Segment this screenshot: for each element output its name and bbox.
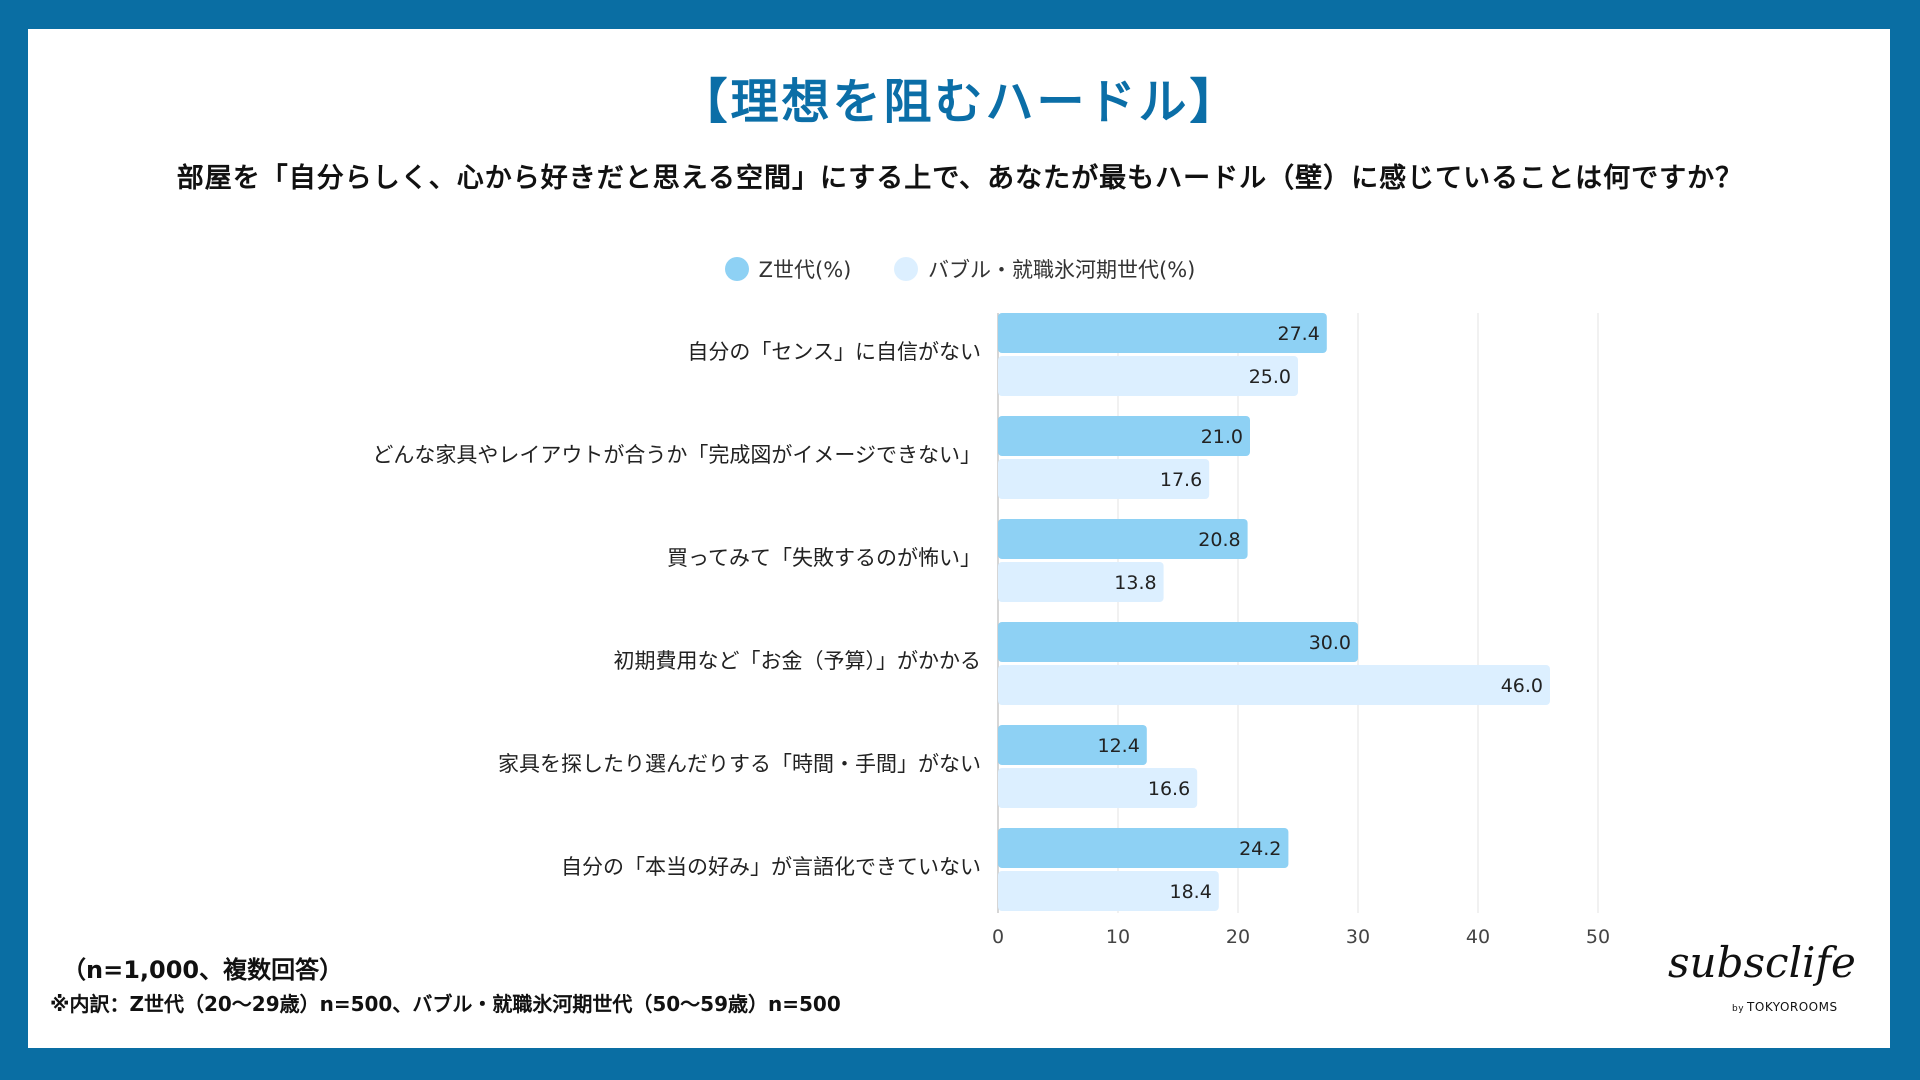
category-label: 家具を探したり選んだりする「時間・手間」がない	[498, 752, 981, 776]
x-tick-label: 30	[1346, 926, 1370, 948]
category-label: 初期費用など「お金（予算）」がかかる	[614, 649, 982, 673]
legend-item-z: Z世代(%)	[724, 254, 852, 284]
bar-bubble	[998, 459, 1210, 499]
sample-note: （n=1,000、複数回答）	[62, 956, 344, 984]
category-label: 自分の「センス」に自信がない	[687, 340, 981, 364]
legend-item-bubble: バブル・就職氷河期世代(%)	[894, 254, 1195, 284]
data-label-bubble: 16.6	[1148, 778, 1190, 800]
logo-company: TOKYOROOMS	[1747, 1000, 1838, 1014]
category-label: どんな家具やレイアウトが合うか「完成図がイメージできない」	[372, 443, 981, 467]
bar-z	[998, 313, 1327, 353]
data-label-z: 20.8	[1198, 529, 1240, 551]
data-label-z: 24.2	[1239, 838, 1281, 860]
legend-label-bubble: バブル・就職氷河期世代(%)	[928, 258, 1196, 282]
bar-z	[998, 725, 1147, 765]
breakdown-note: ※内訳：Z世代（20〜29歳）n=500、バブル・就職氷河期世代（50〜59歳）…	[50, 992, 841, 1016]
data-label-z: 21.0	[1201, 426, 1243, 448]
bar-z	[998, 622, 1358, 662]
x-tick-label: 0	[992, 926, 1004, 948]
bar-bubble	[998, 562, 1164, 602]
x-tick-label: 50	[1586, 926, 1610, 948]
bar-z	[998, 416, 1250, 456]
x-tick-label: 40	[1466, 926, 1490, 948]
data-label-bubble: 13.8	[1114, 572, 1156, 594]
data-label-z: 27.4	[1277, 323, 1319, 345]
data-label-bubble: 18.4	[1169, 881, 1211, 903]
logo-by: by	[1732, 1004, 1745, 1014]
page-title: 【理想を阻むハードル】	[679, 74, 1241, 130]
brand-logo: subsclife	[1668, 938, 1856, 987]
data-label-z: 12.4	[1097, 735, 1139, 757]
data-label-bubble: 25.0	[1249, 366, 1291, 388]
survey-question: 部屋を「自分らしく、心から好きだと思える空間」にする上で、あなたが最もハードル（…	[176, 163, 1744, 194]
bar-bubble	[998, 768, 1198, 808]
bar-bubble	[998, 665, 1550, 705]
chart-legend: Z世代(%) バブル・就職氷河期世代(%)	[0, 254, 1920, 286]
data-label-bubble: 46.0	[1501, 675, 1543, 697]
legend-swatch-bubble	[894, 257, 919, 281]
category-label: 自分の「本当の好み」が言語化できていない	[561, 855, 981, 879]
category-label: 買ってみて「失敗するのが怖い」	[667, 546, 981, 570]
bar-bubble	[998, 871, 1219, 911]
x-tick-label: 20	[1226, 926, 1250, 948]
data-label-z: 30.0	[1309, 632, 1351, 654]
data-label-bubble: 17.6	[1160, 469, 1202, 491]
legend-label-z: Z世代(%)	[758, 258, 852, 282]
bar-z	[998, 519, 1248, 559]
brand-logo-sub: by TOKYOROOMS	[1732, 1000, 1838, 1014]
content-card	[28, 29, 1890, 1048]
bar-bubble	[998, 356, 1298, 396]
x-tick-label: 10	[1106, 926, 1130, 948]
bar-z	[998, 828, 1289, 868]
legend-swatch-z	[724, 257, 749, 281]
